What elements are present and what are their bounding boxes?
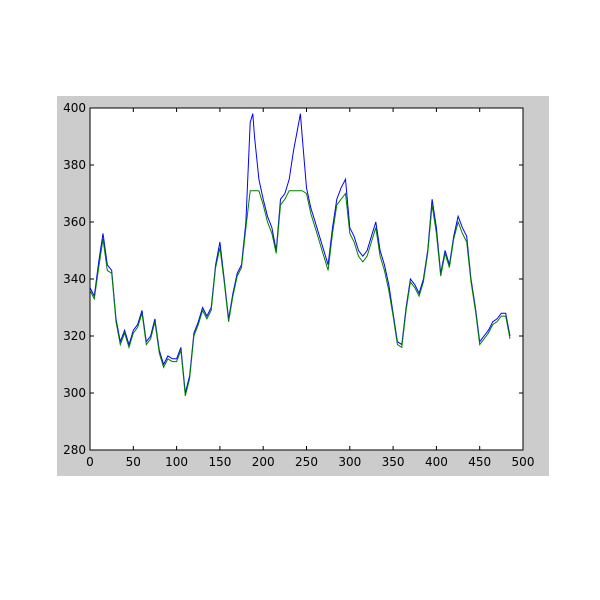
x-tick-label: 400 bbox=[425, 455, 448, 469]
series-line-2 bbox=[89, 190, 511, 397]
y-tick-label: 400 bbox=[63, 101, 86, 115]
x-tick-label: 450 bbox=[468, 455, 491, 469]
x-tick-label: 0 bbox=[86, 455, 94, 469]
x-tick-label: 100 bbox=[165, 455, 188, 469]
plot-area bbox=[89, 107, 524, 451]
x-tick-label: 500 bbox=[512, 455, 535, 469]
y-tick-label: 300 bbox=[63, 386, 86, 400]
x-axis: 0 50 100 150 200 250 300 350 400 450 500 bbox=[86, 108, 534, 469]
y-tick-label: 340 bbox=[63, 272, 86, 286]
series-layer bbox=[89, 113, 511, 397]
x-tick-label: 250 bbox=[295, 455, 318, 469]
x-tick-label: 300 bbox=[338, 455, 361, 469]
x-tick-label: 50 bbox=[126, 455, 141, 469]
x-tick-label: 350 bbox=[382, 455, 405, 469]
y-tick-label: 280 bbox=[63, 443, 86, 457]
y-tick-label: 320 bbox=[63, 329, 86, 343]
y-axis: 280 300 320 340 360 380 400 bbox=[63, 101, 523, 457]
y-tick-label: 380 bbox=[63, 158, 86, 172]
x-tick-label: 150 bbox=[208, 455, 231, 469]
y-tick-label: 360 bbox=[63, 215, 86, 229]
x-tick-label: 200 bbox=[252, 455, 275, 469]
